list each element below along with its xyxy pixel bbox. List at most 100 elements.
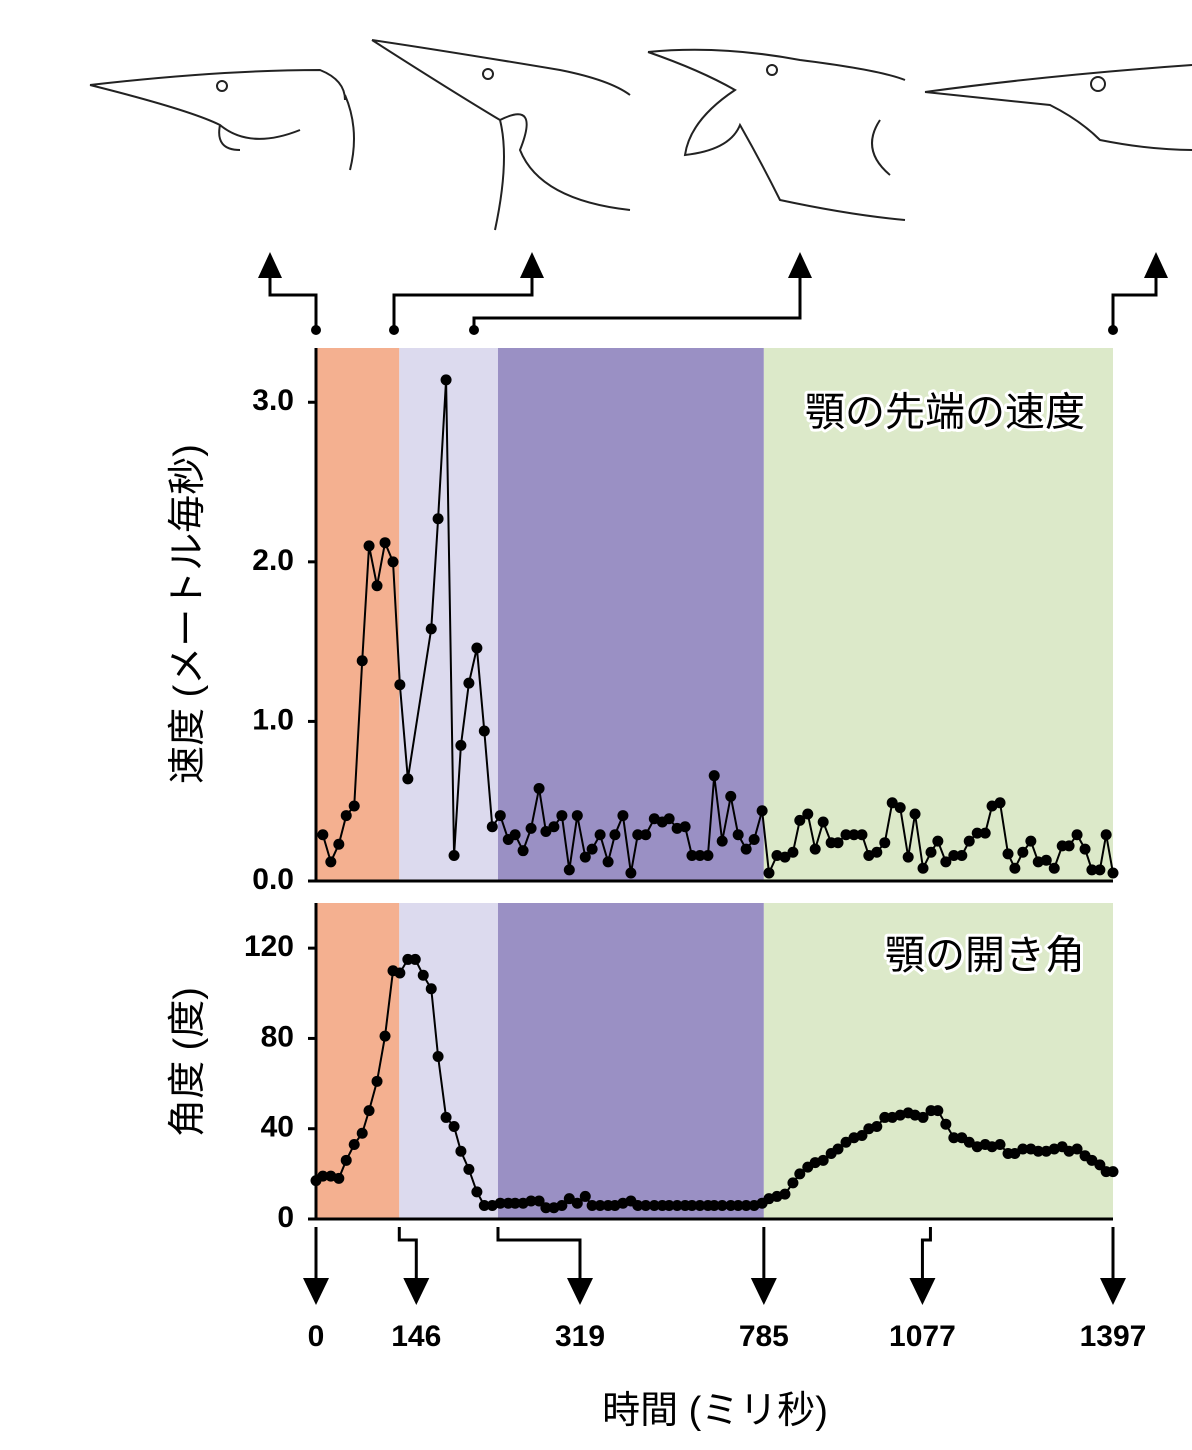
- data-point: [663, 813, 675, 825]
- data-point: [540, 1202, 552, 1214]
- shark-head: [924, 64, 1192, 151]
- phase-band: [399, 348, 498, 881]
- data-point: [809, 843, 821, 855]
- data-point: [1048, 862, 1060, 874]
- data-point: [402, 773, 414, 785]
- y-tick-label: 1.0: [252, 703, 294, 736]
- data-point: [356, 655, 368, 667]
- data-point: [940, 856, 952, 868]
- x-tick-arrow: [496, 1227, 582, 1290]
- data-point: [348, 1139, 360, 1151]
- data-point: [440, 1111, 452, 1123]
- illustrations: [0, 1, 1192, 289]
- x-axis-label: 時間 (ミリ秒): [602, 1390, 828, 1432]
- data-point: [571, 1197, 583, 1209]
- data-point: [432, 513, 444, 525]
- data-point: [794, 814, 806, 826]
- data-point: [325, 856, 337, 868]
- connector: [392, 262, 534, 330]
- data-point: [779, 851, 791, 863]
- data-point: [879, 837, 891, 849]
- data-point: [579, 851, 591, 863]
- phase-band: [497, 348, 764, 881]
- data-point: [540, 826, 552, 838]
- arrowhead: [403, 1278, 430, 1305]
- data-point: [787, 846, 799, 858]
- data-point: [671, 1199, 683, 1211]
- phase-band: [316, 903, 400, 1219]
- data-point: [740, 843, 752, 855]
- phase-band: [763, 903, 1113, 1219]
- data-point: [425, 983, 437, 995]
- data-point: [632, 1199, 644, 1211]
- data-point: [1086, 1154, 1098, 1166]
- data-point: [663, 1199, 675, 1211]
- data-point: [886, 797, 898, 809]
- y-axis-label: 角度 (度): [167, 987, 209, 1137]
- data-point: [756, 805, 768, 817]
- data-point: [525, 822, 537, 834]
- data-point: [802, 808, 814, 820]
- data-point: [708, 770, 720, 782]
- chart-title: 顎の開き角: [885, 934, 1085, 978]
- data-point: [356, 1127, 368, 1139]
- data-point: [794, 1168, 806, 1180]
- data-point: [340, 1154, 352, 1166]
- arrowhead: [909, 1278, 936, 1305]
- data-point: [1009, 1148, 1021, 1160]
- data-point: [917, 1111, 929, 1123]
- data-point: [478, 1199, 490, 1211]
- data-point: [533, 782, 545, 794]
- data-point: [1100, 829, 1112, 841]
- data-point: [856, 829, 868, 841]
- data-point: [617, 810, 629, 822]
- data-point: [486, 821, 498, 833]
- x-tick-label: 0: [308, 1320, 325, 1353]
- x-tick-arrow: [397, 1227, 418, 1290]
- data-point: [340, 810, 352, 822]
- y-tick-label: 0: [277, 1201, 294, 1234]
- shark-head: [647, 48, 906, 221]
- data-point: [586, 843, 598, 855]
- data-point: [708, 1199, 720, 1211]
- connector-dot: [389, 325, 399, 335]
- data-point: [525, 1195, 537, 1207]
- data-point: [363, 540, 375, 552]
- data-point: [417, 969, 429, 981]
- data-point: [925, 846, 937, 858]
- data-point: [632, 829, 644, 841]
- data-point: [394, 679, 406, 691]
- data-point: [979, 827, 991, 839]
- data-point: [848, 829, 860, 841]
- arrowhead: [1100, 1278, 1126, 1305]
- data-point: [932, 1105, 944, 1117]
- data-point: [740, 1199, 752, 1211]
- data-point: [640, 1199, 652, 1211]
- data-point: [1063, 840, 1075, 852]
- connector-dot: [1108, 325, 1118, 335]
- data-point: [409, 953, 421, 965]
- data-point: [463, 677, 475, 689]
- data-point: [394, 967, 406, 979]
- data-point: [1094, 864, 1106, 876]
- data-point: [471, 642, 483, 654]
- data-point: [902, 851, 914, 863]
- data-point: [440, 374, 452, 386]
- x-tick-label: 785: [739, 1320, 789, 1353]
- data-point: [556, 1199, 568, 1211]
- chart-title: 顎の先端の速度: [805, 391, 1085, 435]
- arrowhead: [1144, 252, 1168, 278]
- data-point: [625, 867, 637, 879]
- x-tick-label: 146: [391, 1320, 441, 1353]
- data-point: [1032, 1145, 1044, 1157]
- data-point: [817, 816, 829, 828]
- data-point: [379, 537, 391, 549]
- data-point: [494, 1197, 506, 1209]
- data-point: [602, 856, 614, 868]
- data-point: [787, 1177, 799, 1189]
- data-point: [994, 1139, 1006, 1151]
- phase-band: [497, 903, 764, 1219]
- data-point: [594, 1199, 606, 1211]
- data-point: [732, 1199, 744, 1211]
- data-point: [471, 1186, 483, 1198]
